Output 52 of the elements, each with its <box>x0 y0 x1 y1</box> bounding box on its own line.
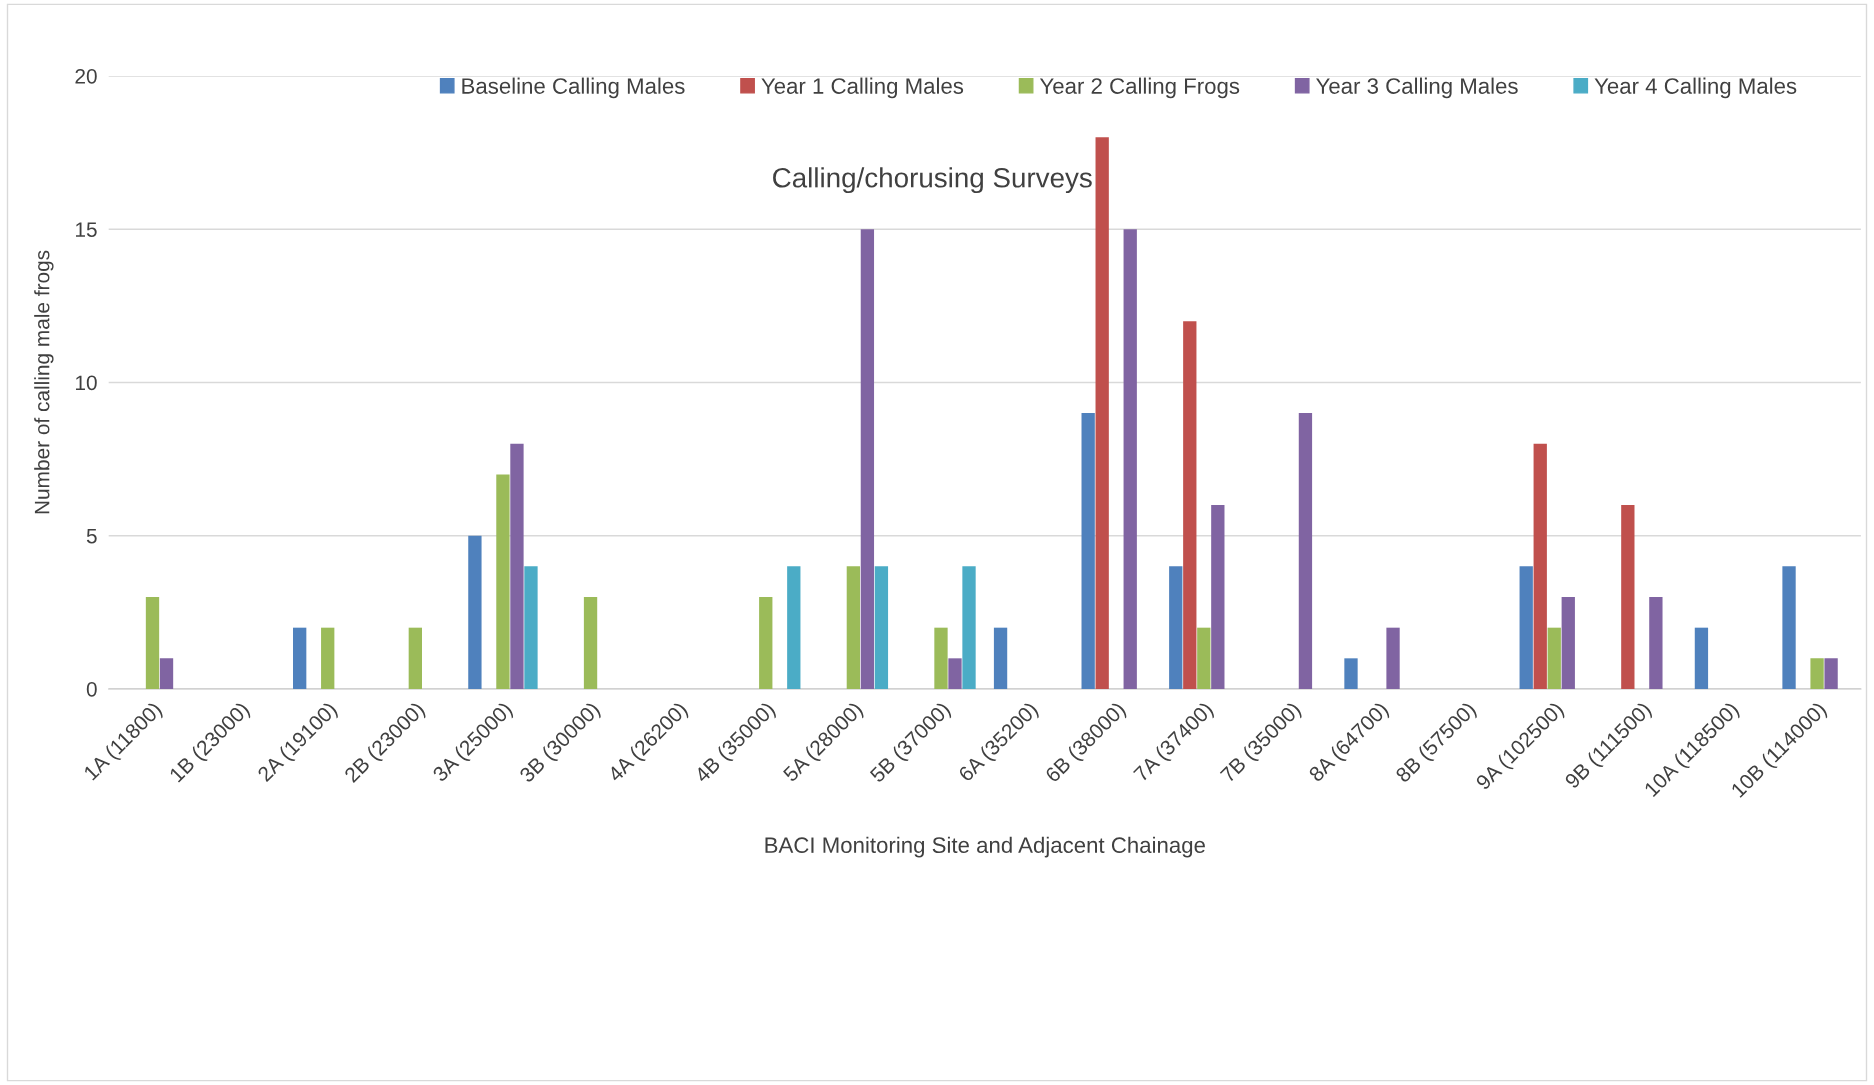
bar <box>496 474 510 689</box>
bar <box>934 627 948 689</box>
bar <box>1561 597 1575 689</box>
bar <box>948 658 962 689</box>
bar <box>759 597 773 689</box>
bar <box>787 566 801 689</box>
bar <box>1298 413 1313 689</box>
bar <box>293 627 307 689</box>
bar <box>846 566 861 689</box>
bar <box>408 627 422 689</box>
bar <box>1211 505 1225 689</box>
bar <box>1169 566 1183 689</box>
bar <box>1344 658 1358 689</box>
bar <box>1782 566 1796 689</box>
bar <box>1123 229 1137 689</box>
y-tick-label: 15 <box>76 222 97 237</box>
text: Calling/chorusing Surveys <box>773 167 1092 194</box>
bar <box>962 566 976 689</box>
bar <box>1694 627 1709 689</box>
bar <box>1081 413 1095 689</box>
y-axis-title: Number of calling male frogs <box>34 250 54 514</box>
bar <box>468 535 482 689</box>
bar <box>1810 658 1824 689</box>
bar <box>1386 627 1400 689</box>
bar <box>1621 505 1635 689</box>
bar <box>1519 566 1533 689</box>
bar <box>1533 443 1547 689</box>
x-axis-title: BACI Monitoring Site and Adjacent Chainage <box>765 836 1205 858</box>
bar <box>1824 658 1838 689</box>
bar <box>159 658 174 689</box>
legend-label: Year 3 Calling Males <box>1316 77 1518 99</box>
bar <box>145 597 160 689</box>
bar <box>1197 627 1211 689</box>
bar <box>583 597 598 689</box>
bar <box>1183 321 1197 689</box>
y-tick-label: 20 <box>75 68 97 84</box>
legend-label: Baseline Calling Males <box>462 77 685 99</box>
legend-label: Year 1 Calling Males <box>761 77 964 99</box>
legend-label: Year 4 Calling Males <box>1594 77 1797 99</box>
bar <box>1649 597 1663 689</box>
bar <box>524 566 538 689</box>
legend-label: Year 2 Calling Frogs <box>1039 77 1240 99</box>
bar <box>860 229 875 689</box>
bar <box>1547 627 1561 689</box>
bar <box>1095 137 1109 689</box>
bar <box>510 443 524 689</box>
bar <box>993 627 1008 689</box>
bar <box>874 566 889 689</box>
bar <box>321 627 335 689</box>
y-tick-label: 0 <box>86 681 97 697</box>
y-tick-label: 10 <box>76 375 97 391</box>
y-tick-label: 5 <box>86 528 97 544</box>
